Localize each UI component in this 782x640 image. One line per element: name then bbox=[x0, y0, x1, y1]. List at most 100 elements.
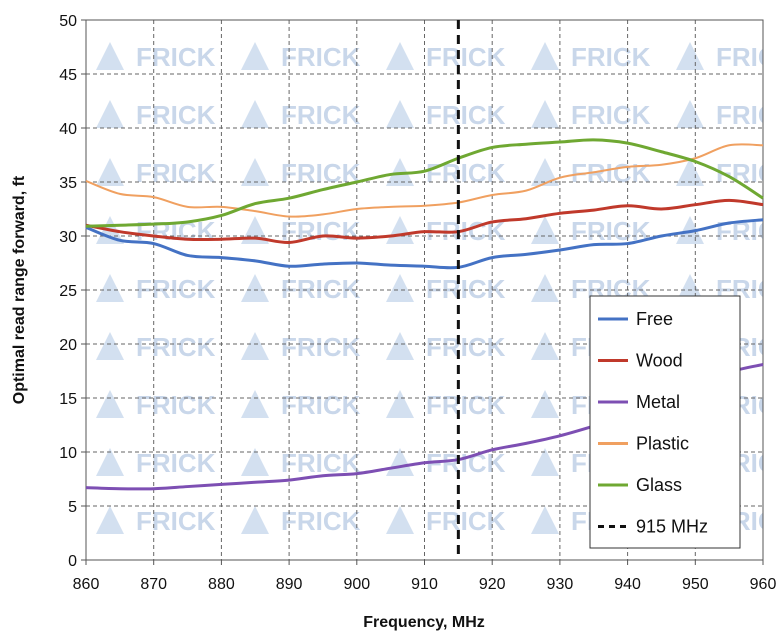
watermark-flame-icon bbox=[531, 100, 559, 128]
watermark-logo: FRICK bbox=[96, 274, 216, 304]
x-tick-label: 950 bbox=[682, 576, 709, 593]
watermark-text: FRICK bbox=[281, 100, 361, 130]
y-tick-label: 25 bbox=[59, 283, 77, 300]
x-tick-label: 920 bbox=[479, 576, 506, 593]
watermark-flame-icon bbox=[241, 448, 269, 476]
watermark-text: FRICK bbox=[136, 42, 216, 72]
series-line-free bbox=[85, 218, 764, 270]
x-tick-label: 860 bbox=[73, 576, 100, 593]
watermark-flame-icon bbox=[241, 158, 269, 186]
y-axis-ticks: 0 5 10 15 20 25 30 35 40 45 50 bbox=[59, 13, 86, 570]
watermark-text: FRICK bbox=[136, 158, 216, 188]
watermark-logo: FRICK bbox=[96, 390, 216, 420]
watermark-text: FRICK bbox=[426, 158, 506, 188]
watermark-text: FRICK bbox=[571, 42, 651, 72]
series-line-glass bbox=[85, 138, 764, 228]
watermark-logo: FRICK bbox=[386, 390, 506, 420]
watermark-logo: FRICK bbox=[96, 158, 216, 188]
watermark-logo: FRICK bbox=[96, 100, 216, 130]
watermark-text: FRICK bbox=[716, 158, 782, 188]
watermark-flame-icon bbox=[241, 42, 269, 70]
watermark-flame-icon bbox=[531, 448, 559, 476]
watermark-text: FRICK bbox=[426, 100, 506, 130]
watermark-flame-icon bbox=[96, 506, 124, 534]
y-tick-label: 50 bbox=[59, 13, 77, 30]
watermark-text: FRICK bbox=[426, 274, 506, 304]
watermark-text: FRICK bbox=[281, 42, 361, 72]
watermark-flame-icon bbox=[96, 158, 124, 186]
series-line-plastic bbox=[85, 143, 764, 218]
watermark-flame-icon bbox=[531, 158, 559, 186]
watermark-flame-icon bbox=[96, 564, 124, 592]
legend-label-metal: Metal bbox=[636, 392, 680, 412]
watermark-logo: FRICK bbox=[241, 158, 361, 188]
y-tick-label: 10 bbox=[59, 445, 77, 462]
x-tick-label: 960 bbox=[750, 576, 777, 593]
watermark-logo: FRICK bbox=[96, 506, 216, 536]
legend-label-wood: Wood bbox=[636, 351, 683, 371]
watermark-flame-icon bbox=[96, 100, 124, 128]
y-tick-label: 30 bbox=[59, 229, 77, 246]
watermark-logo: FRICK bbox=[386, 506, 506, 536]
grid-lines bbox=[86, 20, 763, 560]
x-tick-label: 900 bbox=[343, 576, 370, 593]
watermark-logo: FRICK bbox=[676, 42, 763, 72]
x-axis-title: Frequency, MHz bbox=[363, 614, 485, 631]
y-tick-label: 35 bbox=[59, 175, 77, 192]
watermark-flame-icon bbox=[241, 332, 269, 360]
watermark-text: FRICK bbox=[716, 100, 782, 130]
watermark-logo: FRICK bbox=[676, 158, 782, 188]
watermark-logo: FRICK bbox=[676, 100, 782, 130]
watermark-logo: FRICK bbox=[386, 332, 506, 362]
watermark-flame-icon bbox=[386, 332, 414, 360]
watermark-flame-icon bbox=[386, 564, 414, 592]
watermark-flame-icon bbox=[676, 158, 704, 186]
x-tick-label: 880 bbox=[208, 576, 235, 593]
watermark-flame-icon bbox=[96, 274, 124, 302]
y-tick-label: 20 bbox=[59, 337, 77, 354]
watermark-logo: FRICK bbox=[96, 332, 216, 362]
watermark-text: FRICK bbox=[281, 390, 361, 420]
watermark-flame-icon bbox=[241, 100, 269, 128]
watermark-flame-icon bbox=[676, 216, 704, 244]
watermark-logo: FRICK bbox=[241, 274, 361, 304]
watermark-flame-icon bbox=[386, 506, 414, 534]
watermark-flame-icon bbox=[531, 390, 559, 418]
watermark-text: FRICK bbox=[281, 274, 361, 304]
watermark-logo: FRICK bbox=[386, 100, 506, 130]
legend-box bbox=[589, 295, 741, 549]
watermark-flame-icon bbox=[241, 506, 269, 534]
watermark-flame-icon bbox=[676, 274, 704, 302]
watermark-text: FRICK bbox=[426, 42, 506, 72]
watermark-text: FRICK bbox=[136, 390, 216, 420]
legend-label-915-mhz: 915 MHz bbox=[636, 517, 708, 537]
watermark-logo: FRICK bbox=[386, 42, 506, 72]
watermark-flame-icon bbox=[386, 42, 414, 70]
watermark-flame-icon bbox=[96, 42, 124, 70]
watermark-flame-icon bbox=[676, 100, 704, 128]
y-tick-label: 0 bbox=[68, 553, 77, 570]
watermark-flame-icon bbox=[96, 390, 124, 418]
y-tick-label: 15 bbox=[59, 391, 77, 408]
watermark-logo: FRICK bbox=[386, 274, 506, 304]
watermark-logo: FRICK bbox=[241, 42, 361, 72]
watermark-text: FRICK bbox=[136, 506, 216, 536]
watermark-logo: FRICK bbox=[241, 100, 361, 130]
legend-label-free: Free bbox=[636, 309, 673, 329]
watermark-text: FRICK bbox=[136, 448, 216, 478]
watermark-flame-icon bbox=[531, 216, 559, 244]
watermark-flame-icon bbox=[386, 274, 414, 302]
x-tick-label: 930 bbox=[547, 576, 574, 593]
y-axis-title: Optimal read range forward, ft bbox=[11, 175, 28, 404]
x-tick-label: 870 bbox=[140, 576, 167, 593]
watermark-text: FRICK bbox=[136, 100, 216, 130]
y-tick-label: 40 bbox=[59, 121, 77, 138]
watermark-flame-icon bbox=[386, 390, 414, 418]
watermark-text: FRICK bbox=[281, 506, 361, 536]
watermark-flame-icon bbox=[531, 506, 559, 534]
watermark-logo: FRICK bbox=[96, 42, 216, 72]
x-tick-label: 910 bbox=[411, 576, 438, 593]
watermark-flame-icon bbox=[241, 274, 269, 302]
watermark-text: FRICK bbox=[136, 332, 216, 362]
